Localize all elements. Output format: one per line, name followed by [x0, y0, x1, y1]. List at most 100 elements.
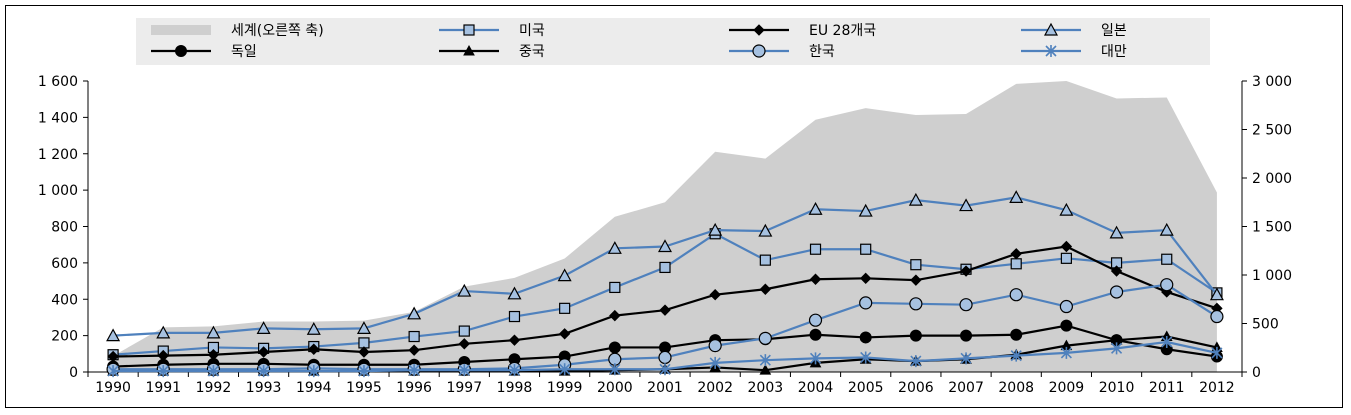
data-point: [1161, 335, 1173, 348]
data-point: [258, 365, 270, 378]
x-tick-label: 1992: [196, 380, 232, 396]
data-point: [1160, 278, 1174, 292]
data-point: [207, 365, 220, 378]
data-point: [959, 298, 973, 312]
data-point: [508, 334, 521, 346]
x-tick-label: 2003: [748, 380, 784, 396]
data-point: [1109, 225, 1124, 239]
data-point: [508, 310, 521, 323]
data-point: [558, 328, 571, 340]
data-point: [960, 329, 973, 342]
data-point: [659, 363, 671, 376]
data-point: [859, 272, 872, 285]
legend-marker: [1045, 45, 1057, 57]
data-point: [960, 265, 972, 277]
x-tick-label: 2008: [998, 380, 1034, 396]
legend-marker: [1043, 22, 1059, 36]
data-point: [609, 363, 621, 376]
data-point: [306, 322, 321, 335]
data-point: [910, 274, 922, 286]
data-point: [1110, 265, 1123, 277]
data-point: [106, 328, 121, 342]
data-point: [1009, 288, 1023, 302]
data-point: [1210, 309, 1224, 324]
data-point: [1009, 190, 1024, 203]
axes: 0 200 400 600 800 1 000 1 200 1 400 1 600 0 500 1 0…: [38, 74, 1292, 396]
y-left-tick-label: 400: [51, 292, 78, 308]
data-point: [1109, 285, 1124, 299]
legend-label: EU 28개국: [809, 23, 876, 39]
data-point: [659, 261, 671, 274]
data-point: [709, 288, 721, 301]
data-point: [909, 329, 922, 342]
x-tick-label: 1997: [446, 380, 482, 396]
data-point: [559, 363, 571, 376]
legend-label: 한국: [809, 44, 835, 60]
series-1: [107, 240, 1223, 363]
data-point: [107, 365, 119, 378]
data-point: [407, 306, 422, 320]
data-point: [860, 243, 872, 255]
data-point: [910, 355, 922, 368]
x-tick-label: 2009: [1049, 380, 1085, 396]
x-tick-label: 1998: [497, 380, 533, 396]
data-point: [909, 297, 923, 311]
data-point: [408, 344, 420, 356]
data-point: [308, 365, 320, 378]
legend-box: [136, 18, 1210, 65]
data-point: [858, 203, 873, 217]
x-tick-label: 1995: [346, 380, 382, 396]
area-series-world: [113, 81, 1217, 372]
x-tick-label: 1999: [547, 380, 583, 396]
legend-label: 미국: [519, 23, 545, 39]
y-left-tick-label: 1 000: [38, 183, 78, 199]
data-point: [759, 254, 771, 266]
data-point: [808, 201, 823, 215]
legend-marker: [463, 24, 475, 36]
data-point: [910, 259, 922, 271]
data-point: [507, 286, 522, 300]
data-point: [457, 283, 472, 297]
legend-entry: 한국: [729, 44, 835, 60]
x-tick-label: 2005: [848, 380, 884, 396]
data-point: [1060, 240, 1073, 253]
data-point: [256, 321, 271, 334]
data-point: [358, 365, 370, 378]
x-tick-label: 2001: [647, 380, 683, 396]
legend-entry: 세계(오른쪽 축): [151, 23, 324, 39]
data-point: [657, 239, 673, 253]
data-point: [859, 331, 872, 344]
data-point: [609, 281, 621, 294]
line-chart: 0 200 400 600 800 1 000 1 200 1 400 1 600 0 500 1 0…: [38, 18, 1292, 396]
legend-entry: 일본: [1021, 22, 1127, 39]
legend-label: 대만: [1101, 44, 1127, 60]
data-point: [809, 243, 822, 255]
data-point: [1060, 346, 1072, 359]
y-left-tick-label: 1 600: [38, 74, 78, 90]
x-tick-label: 2012: [1199, 380, 1235, 396]
y-right-tick-label: 0: [1252, 365, 1261, 381]
data-point: [1010, 248, 1022, 260]
data-point: [358, 346, 370, 358]
series-5: [106, 278, 1224, 376]
data-point: [809, 273, 822, 285]
data-point: [1060, 319, 1073, 332]
data-point: [860, 351, 872, 364]
data-point: [759, 283, 772, 295]
data-point: [658, 350, 672, 365]
data-point: [1060, 252, 1072, 264]
data-point: [659, 304, 671, 316]
data-point: [1010, 349, 1022, 362]
series-6: [107, 335, 1223, 378]
data-point: [1111, 342, 1123, 355]
y-right-tick-label: 2 000: [1252, 171, 1292, 187]
y-left-tick-label: 200: [51, 329, 78, 345]
data-point: [608, 341, 621, 354]
legend-marker: [175, 45, 187, 57]
x-tick-label: 1991: [145, 380, 181, 396]
data-point: [408, 364, 420, 377]
data-point: [458, 364, 470, 377]
data-point: [1010, 258, 1022, 270]
y-left-tick-label: 1 200: [38, 147, 78, 163]
